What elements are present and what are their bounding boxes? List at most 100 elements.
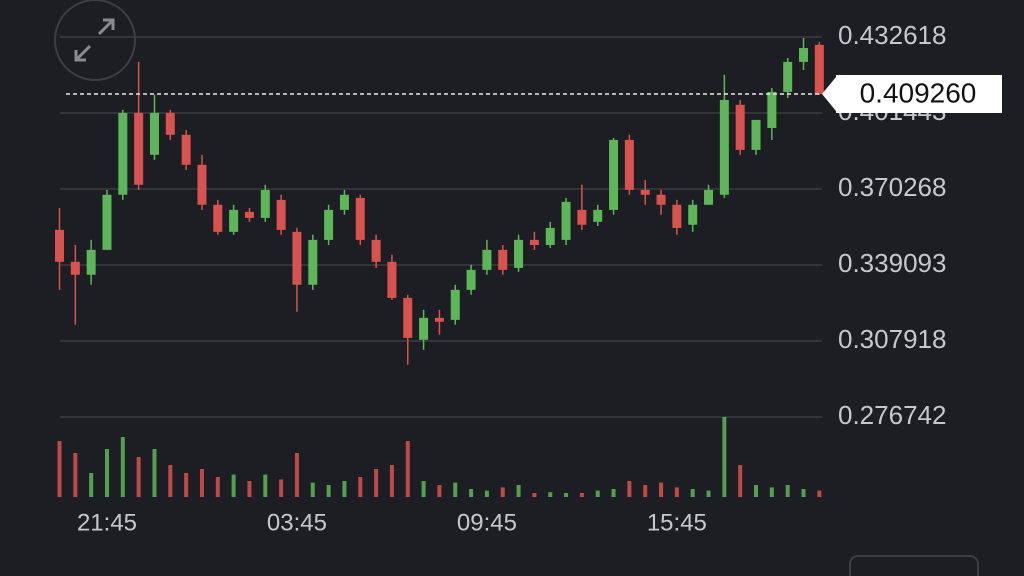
last-price-label: 0.409260 (860, 77, 977, 108)
volume-bar (184, 473, 189, 497)
volume-bar (595, 490, 600, 497)
volume-bar (469, 489, 474, 497)
candle-body (387, 261, 397, 298)
volume-bar (73, 453, 78, 497)
volume-bar (263, 474, 268, 497)
volume-bar (57, 441, 62, 497)
candle-body (624, 139, 634, 190)
volume-bar (817, 490, 822, 497)
candle-body (735, 104, 745, 150)
volume-bar (389, 465, 394, 497)
x-tick-label: 21:45 (77, 509, 137, 536)
expand-icon[interactable] (74, 18, 115, 62)
volume-bar (421, 481, 426, 497)
bottom-button[interactable] (849, 555, 979, 576)
volume-bar (231, 474, 236, 497)
y-tick-label: 0.276742 (838, 400, 946, 430)
y-tick-label: 0.370268 (838, 172, 946, 202)
candle-body (134, 112, 144, 185)
volume-bar (358, 477, 363, 497)
volume-bar (247, 481, 252, 497)
candle-body (466, 269, 476, 290)
candle-body (55, 229, 64, 262)
candle-body (165, 112, 175, 135)
candle-body (70, 261, 80, 275)
candle-body (324, 209, 334, 240)
volume-bar (754, 485, 759, 497)
volume-bar (579, 493, 584, 497)
volume-bar (516, 485, 521, 497)
volume-bar (104, 449, 109, 497)
volume-bar (659, 482, 664, 497)
volume-bar (484, 490, 489, 497)
candle-body (814, 44, 824, 94)
volume-bar (326, 485, 331, 497)
candle-body (767, 91, 777, 128)
volume-bar (374, 469, 379, 497)
volume-bar (136, 457, 141, 497)
volume-bar (199, 469, 204, 497)
candle-body (593, 209, 603, 222)
volume-bar (548, 492, 553, 497)
candle-body (213, 204, 223, 232)
volume-bar (120, 437, 125, 497)
labels: 0.4326180.4014430.3702680.3390930.307918… (77, 20, 1002, 536)
candle-body (609, 139, 619, 210)
x-tick-label: 15:45 (647, 509, 707, 536)
candle-body (229, 209, 239, 232)
candle-body (276, 199, 286, 230)
candle-body (244, 211, 254, 218)
volume-bar (405, 441, 410, 497)
y-tick-label: 0.339093 (838, 248, 946, 278)
candle-body (529, 239, 539, 245)
volume-bar (152, 449, 157, 497)
candle-body (149, 112, 159, 155)
candle-body (719, 99, 729, 195)
volume-bar (279, 479, 284, 497)
volume-bar (564, 493, 569, 497)
volume-bar (801, 489, 806, 497)
candle-body (102, 194, 112, 250)
candle-body (197, 164, 207, 205)
candle-body (355, 197, 365, 240)
candle-body (561, 201, 571, 240)
candle-body (450, 289, 460, 320)
candle-body (482, 249, 492, 270)
grid (60, 36, 822, 418)
volume-bar (627, 481, 632, 497)
volume-bar (674, 487, 679, 497)
candle-body (292, 231, 302, 285)
candle-body (260, 189, 270, 218)
candle-body (181, 134, 191, 165)
marks (55, 38, 824, 497)
x-tick-label: 03:45 (267, 509, 327, 536)
candle-body (704, 189, 714, 205)
volume-bar (342, 481, 347, 497)
expand-circle[interactable] (54, 0, 136, 81)
candle-body (118, 112, 128, 195)
volume-bar (500, 487, 505, 497)
candle-body (86, 249, 96, 275)
candle-body (545, 227, 555, 245)
volume-bar (722, 417, 727, 497)
candle-body (498, 249, 508, 270)
candle-body (514, 239, 524, 268)
volume-bar (310, 482, 315, 497)
volume-bar (706, 490, 711, 497)
volume-bar (453, 482, 458, 497)
volume-bar (769, 487, 774, 497)
expand-button[interactable] (54, 0, 136, 81)
volume-bar (294, 453, 299, 497)
volume-bar (532, 493, 537, 497)
volume-bar (89, 473, 94, 497)
volume-bar (643, 485, 648, 497)
candle-body (419, 317, 429, 340)
candle-body (688, 204, 698, 225)
volume-bar (168, 465, 173, 497)
volume-bar (690, 489, 695, 497)
candle-body (434, 317, 444, 322)
candle-body (403, 297, 413, 338)
volume-bar (437, 485, 442, 497)
candle-body (339, 194, 349, 210)
